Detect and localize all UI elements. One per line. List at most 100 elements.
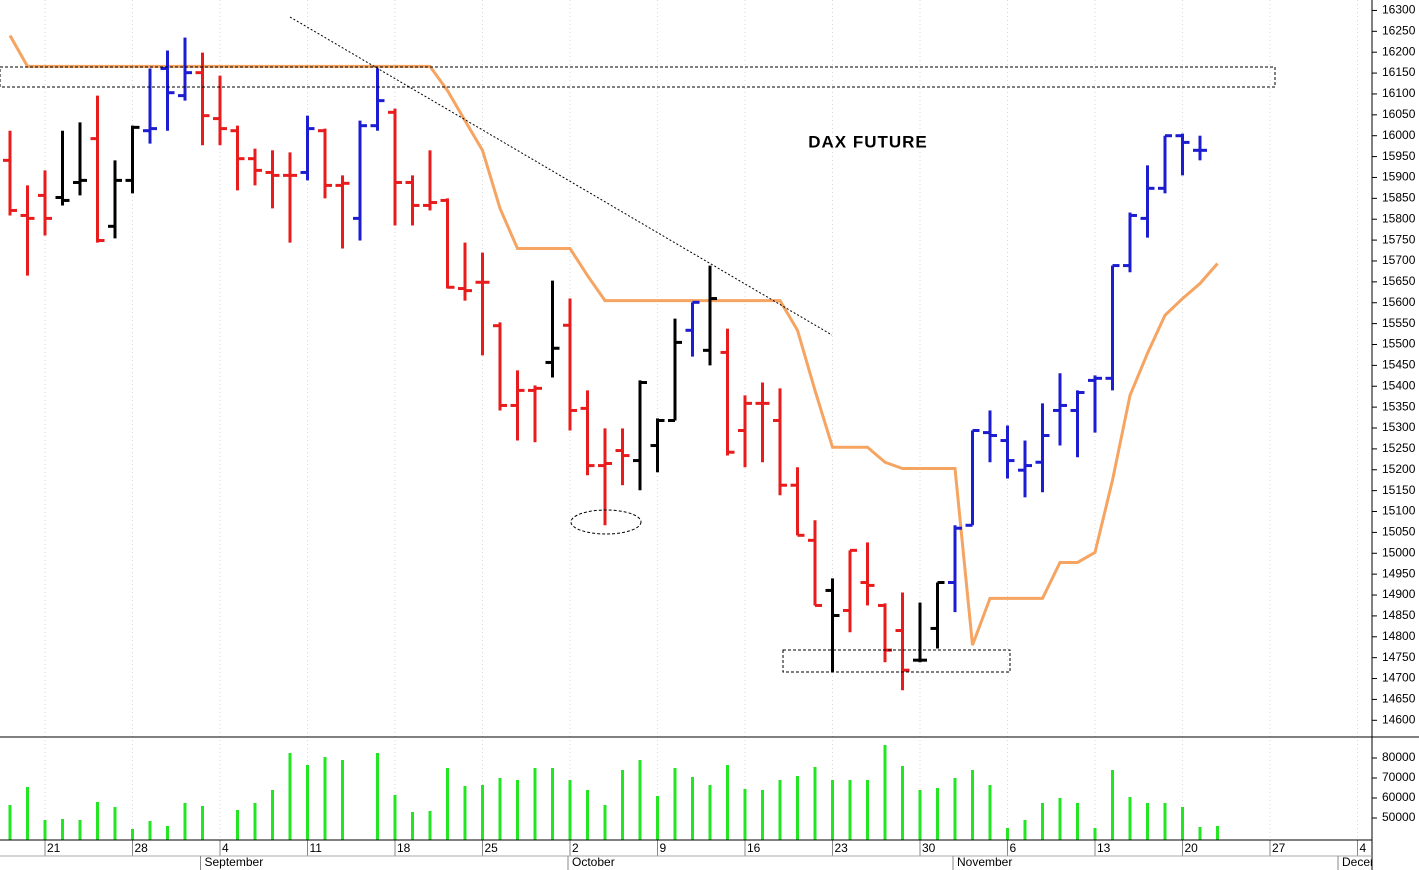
volume-bar	[691, 777, 694, 840]
month-label: October	[572, 855, 615, 869]
volume-bar	[551, 768, 554, 840]
volume-bar	[166, 826, 169, 840]
y-tick-label: 14950	[1382, 566, 1416, 580]
y-tick-label: 14600	[1382, 712, 1416, 726]
volume-bar	[1023, 820, 1027, 840]
x-tick-label: 21	[47, 841, 61, 855]
volume-bar	[323, 757, 327, 840]
y-tick-label: 14900	[1382, 587, 1416, 601]
volume-bar	[498, 778, 502, 840]
y-tick-label: 16200	[1382, 44, 1416, 58]
volume-bar	[1058, 798, 1062, 840]
volume-bar	[726, 765, 729, 840]
volume-bar	[936, 788, 939, 840]
volume-bar	[866, 780, 869, 840]
volume-bar	[848, 780, 852, 840]
volume-bar	[481, 785, 484, 840]
volume-bar	[61, 819, 64, 840]
volume-bar	[148, 821, 152, 840]
trend-line	[289, 16, 833, 336]
volume-bar	[446, 768, 449, 840]
volume-bar	[971, 770, 974, 840]
x-tick-label: 2	[572, 841, 579, 855]
volume-tick-label: 50000	[1382, 810, 1416, 824]
x-tick-label: 4	[1360, 841, 1367, 855]
volume-bar	[778, 780, 782, 840]
volume-bar	[271, 790, 274, 840]
volume-bar	[1128, 797, 1132, 840]
month-label: November	[957, 855, 1012, 869]
x-tick-label: 11	[310, 841, 323, 855]
y-tick-label: 16250	[1382, 23, 1416, 37]
volume-tick-label: 70000	[1382, 770, 1416, 784]
y-tick-label: 15300	[1382, 420, 1416, 434]
x-tick-label: 28	[135, 841, 149, 855]
x-tick-label: 20	[1185, 841, 1199, 855]
x-tick-label: 30	[922, 841, 936, 855]
annotations	[0, 16, 1276, 673]
y-tick-label: 15650	[1382, 274, 1416, 288]
volume-bar	[708, 785, 712, 840]
volume-bar	[376, 753, 379, 840]
volume-bar	[1093, 828, 1097, 840]
stop-line	[8, 34, 1219, 646]
volume-bar	[1181, 807, 1184, 840]
volume-bar	[253, 803, 257, 840]
y-tick-label: 15900	[1382, 170, 1416, 184]
y-tick-label: 15950	[1382, 149, 1416, 163]
volume-bar	[428, 811, 432, 840]
y-tick-label: 15100	[1382, 504, 1416, 518]
y-tick-label: 16100	[1382, 86, 1416, 100]
x-tick-label: 23	[835, 841, 849, 855]
volume-bar	[1163, 803, 1167, 840]
volume-bar	[568, 780, 572, 840]
y-tick-label: 15400	[1382, 378, 1416, 392]
y-tick-label: 16150	[1382, 65, 1416, 79]
x-tick-label: 16	[747, 841, 761, 855]
volume-bar	[131, 829, 134, 840]
volume-bar	[883, 745, 887, 840]
y-tick-label: 15000	[1382, 545, 1416, 559]
y-tick-label: 15500	[1382, 337, 1416, 351]
x-tick-label: 27	[1272, 841, 1286, 855]
volume-bar	[1198, 827, 1202, 840]
volume-bar	[918, 790, 922, 840]
volume-bar	[341, 760, 344, 840]
volume-bar	[953, 778, 957, 840]
volume-bar	[761, 790, 764, 840]
y-tick-label: 14650	[1382, 692, 1416, 706]
volume-bar	[78, 820, 82, 840]
volume-bar	[621, 770, 624, 840]
volume-bar	[516, 780, 519, 840]
volume-bar	[743, 789, 747, 840]
volume-bar	[113, 807, 117, 840]
volume-bar	[673, 768, 677, 840]
y-tick-label: 15550	[1382, 316, 1416, 330]
y-tick-label: 15750	[1382, 232, 1416, 246]
volume-bar	[813, 767, 817, 840]
volume-bar	[1041, 803, 1044, 840]
y-tick-label: 16300	[1382, 3, 1416, 17]
volume-bar	[1006, 828, 1009, 840]
volume-bar	[988, 785, 992, 840]
volume-bar	[1216, 826, 1219, 840]
y-tick-label: 15450	[1382, 358, 1416, 372]
volume-bar	[201, 806, 204, 840]
volume-bar	[901, 766, 904, 840]
volume-bar	[463, 786, 467, 840]
volume-tick-label: 80000	[1382, 750, 1416, 764]
volume-bar	[43, 820, 47, 840]
x-tick-label: 4	[222, 841, 229, 855]
y-tick-label: 15800	[1382, 211, 1416, 225]
month-label: September	[205, 855, 264, 869]
low-ellipse	[570, 509, 642, 535]
y-tick-label: 15700	[1382, 253, 1416, 267]
month-labels: September October November December	[200, 855, 1372, 870]
x-tick-label: 6	[1010, 841, 1017, 855]
volume-bar	[1146, 803, 1149, 840]
y-tick-label: 14800	[1382, 629, 1416, 643]
support-box	[782, 649, 1011, 673]
volume-tick-label: 60000	[1382, 790, 1416, 804]
volume-bar	[533, 768, 537, 840]
